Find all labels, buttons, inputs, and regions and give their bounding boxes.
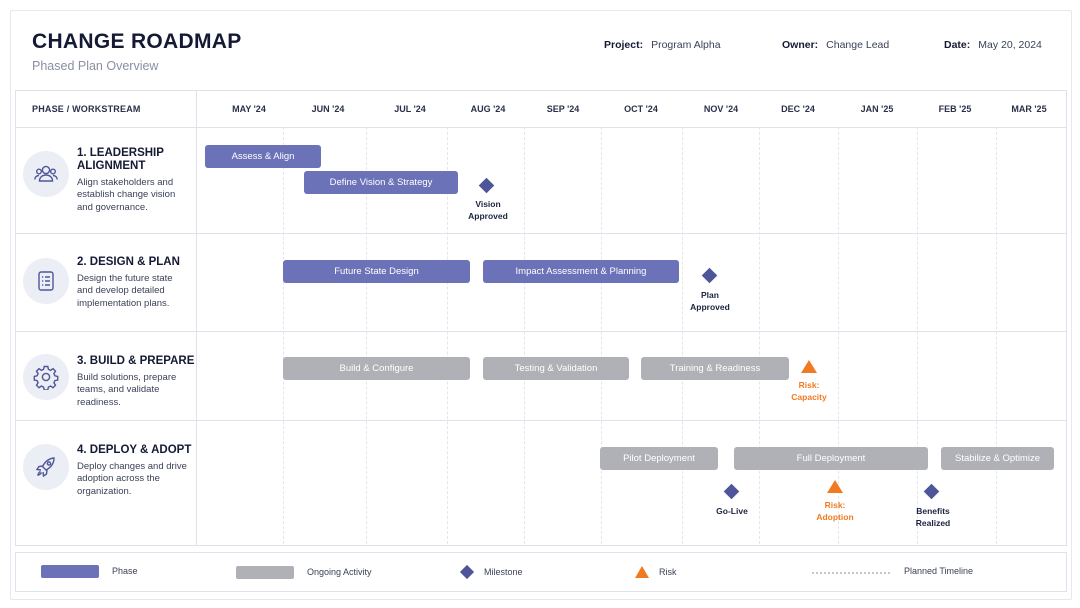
month-header: OCT '24 [624, 104, 658, 114]
milestone-label-line: Vision [475, 199, 501, 209]
phase-column-header: PHASE / WORKSTREAM [32, 104, 141, 114]
owner-meta: Owner: Change Lead [782, 39, 889, 51]
legend-phase-label: Phase [112, 566, 138, 576]
activity-bar: Impact Assessment & Planning [483, 260, 679, 283]
risk-label-line: Adoption [816, 512, 854, 522]
month-header: DEC '24 [781, 104, 815, 114]
month-header: SEP '24 [546, 104, 580, 114]
milestone-label: Vision Approved [448, 198, 528, 222]
month-header: AUG '24 [470, 104, 506, 114]
month-header: JUL '24 [394, 104, 426, 114]
header-divider [15, 127, 1066, 128]
phase-description: Design the future state and develop deta… [77, 273, 173, 309]
legend-ongoing-swatch [236, 566, 294, 579]
column-divider [196, 90, 197, 545]
checklist-icon [23, 258, 69, 304]
legend-milestone-label: Milestone [484, 567, 523, 577]
month-gridline [447, 127, 448, 544]
month-gridline [524, 127, 525, 544]
page-title: CHANGE ROADMAP [32, 30, 242, 53]
row-divider [15, 331, 1066, 332]
project-label: Project: [604, 39, 644, 51]
milestone-label-line: Approved [468, 211, 508, 221]
legend-planned-line [812, 572, 890, 574]
month-gridline [996, 127, 997, 544]
risk-label: Risk: Capacity [769, 379, 849, 403]
milestone-label: Benefits Realized [893, 505, 973, 529]
milestone-label-line: Plan [701, 290, 719, 300]
risk-label-line: Risk: [824, 500, 846, 510]
milestone-label: Plan Approved [670, 289, 750, 313]
month-header: MAR '25 [1011, 104, 1047, 114]
month-gridline [682, 127, 683, 544]
activity-bar: Pilot Deployment [600, 447, 718, 470]
phase-title-line: ALIGNMENT [77, 160, 146, 172]
month-gridline [601, 127, 602, 544]
month-gridline [917, 127, 918, 544]
phase-description: Deploy changes and drive adoption across… [77, 461, 187, 497]
legend-risk-label: Risk [659, 567, 677, 577]
owner-value: Change Lead [826, 39, 890, 51]
month-header: MAY '24 [232, 104, 266, 114]
legend-phase-swatch [41, 565, 99, 578]
month-gridline [366, 127, 367, 544]
month-header: NOV '24 [703, 104, 739, 114]
risk-label: Risk: Adoption [795, 499, 875, 523]
owner-label: Owner: [782, 39, 819, 51]
legend [15, 552, 1067, 592]
phase-description: Build solutions, prepare teams, and vali… [77, 372, 177, 408]
risk-label-line: Capacity [791, 392, 827, 402]
date-value: May 20, 2024 [978, 39, 1042, 51]
date-label: Date: [944, 39, 971, 51]
month-header: FEB '25 [938, 104, 972, 114]
legend-planned-label: Planned Timeline [904, 566, 974, 576]
activity-bar: Future State Design [283, 260, 470, 283]
gear-icon [23, 354, 69, 400]
milestone-label: Go-Live [716, 506, 748, 516]
phase-title: 3. BUILD & PREPARE [77, 355, 195, 367]
risk-triangle [801, 360, 817, 373]
activity-bar: Full Deployment [734, 447, 928, 470]
activity-bar: Stabilize & Optimize [941, 447, 1054, 470]
milestone-label-line: Benefits [916, 506, 950, 516]
month-header: JUN '24 [311, 104, 345, 114]
project-meta: Project: Program Alpha [604, 39, 721, 51]
phase-title-line: 1. LEADERSHIP [77, 147, 164, 159]
rocket-icon [23, 444, 69, 490]
milestone-label-line: Realized [915, 518, 951, 528]
people-icon [23, 151, 69, 197]
milestone-label-line: Approved [690, 302, 730, 312]
activity-bar: Define Vision & Strategy [304, 171, 458, 194]
activity-bar: Training & Readiness [641, 357, 789, 380]
activity-bar: Assess & Align [205, 145, 321, 168]
legend-ongoing-label: Ongoing Activity [307, 567, 372, 577]
row-divider [15, 233, 1066, 234]
month-gridline [759, 127, 760, 544]
risk-triangle [827, 480, 843, 493]
phase-title: 2. DESIGN & PLAN [77, 256, 180, 268]
risk-label-line: Risk: [798, 380, 820, 390]
activity-bar: Testing & Validation [483, 357, 629, 380]
month-header: JAN '25 [860, 104, 894, 114]
date-meta: Date: May 20, 2024 [944, 39, 1042, 51]
phase-title: 4. DEPLOY & ADOPT [77, 444, 192, 456]
project-value: Program Alpha [651, 39, 721, 51]
legend-risk-icon [635, 566, 649, 578]
activity-bar: Build & Configure [283, 357, 470, 380]
month-gridline [838, 127, 839, 544]
phase-title: 1. LEADERSHIP ALIGNMENT [77, 147, 164, 173]
roadmap-frame [10, 10, 1072, 600]
roadmap-grid [15, 90, 1067, 546]
page-subtitle: Phased Plan Overview [32, 59, 159, 73]
month-gridline [283, 127, 284, 544]
phase-description: Align stakeholders and establish change … [77, 177, 176, 213]
row-divider [15, 420, 1066, 421]
